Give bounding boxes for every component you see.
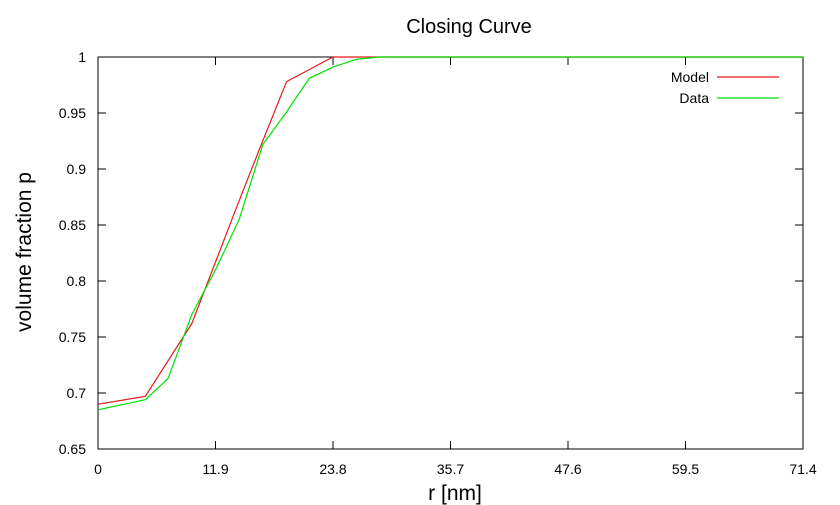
y-axis-ticks: 0.65 0.7 0.75 0.8 0.85 0.9 0.95 1 [59,49,803,457]
y-tick-label: 0.8 [67,273,87,289]
y-tick-label: 0.75 [59,329,86,345]
y-tick-label: 0.95 [59,105,86,121]
x-axis-ticks: 0 11.9 23.8 35.7 47.6 59.5 71.4 [94,57,817,477]
y-tick-label: 0.65 [59,441,86,457]
series-line-data [97,56,803,411]
series-lines [97,56,803,411]
plot-area-frame [97,56,804,450]
y-tick-label: 0.85 [59,217,86,233]
x-tick-label: 11.9 [202,461,228,477]
x-tick-label: 47.6 [554,461,581,477]
chart-title: Closing Curve [406,16,532,38]
x-axis-label: r [nm] [428,482,482,505]
x-tick-label: 35.7 [437,461,464,477]
y-tick-label: 0.7 [67,385,87,401]
x-tick-label: 71.4 [789,461,816,477]
y-tick-label: 0.9 [67,161,87,177]
x-tick-label: 0 [94,461,102,477]
y-tick-label: 1 [78,49,86,65]
legend-label-model: Model [671,69,709,85]
legend-label-data: Data [679,90,709,106]
x-tick-label: 59.5 [672,461,699,477]
series-line-model [97,56,803,405]
y-axis-label: volume fraction p [13,172,36,332]
legend: Model Data [671,69,779,106]
x-tick-label: 23.8 [319,461,346,477]
